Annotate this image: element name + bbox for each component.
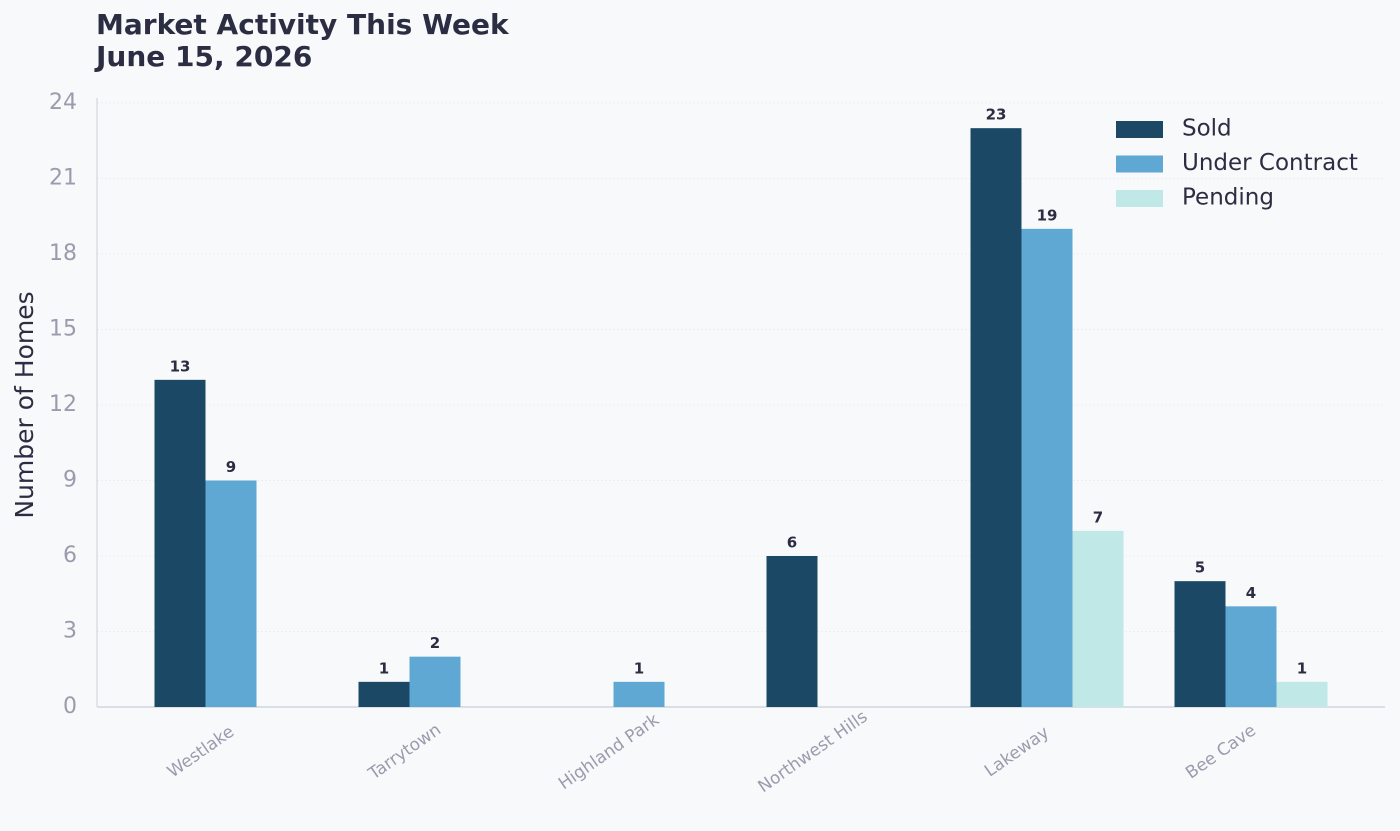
y-axis-label: Number of Homes [10, 291, 39, 518]
bar [613, 681, 665, 707]
bar [154, 379, 206, 707]
y-tick-label: 6 [63, 543, 77, 568]
bar [1174, 581, 1226, 707]
legend-swatch [1116, 155, 1163, 173]
data-label: 13 [170, 357, 191, 375]
legend-label: Pending [1182, 185, 1274, 211]
y-tick-label: 9 [63, 468, 77, 493]
y-tick-label: 0 [63, 694, 77, 719]
data-label: 19 [1037, 206, 1058, 224]
bar [1276, 681, 1328, 707]
chart-title: Market Activity This Week [96, 8, 510, 41]
bar [358, 681, 410, 707]
bar [970, 128, 1022, 707]
bar [409, 656, 461, 707]
y-tick-label: 15 [49, 317, 77, 342]
data-label: 1 [634, 659, 644, 677]
data-label: 7 [1093, 508, 1103, 526]
y-tick-label: 24 [49, 90, 77, 115]
legend-swatch [1116, 121, 1163, 138]
data-label: 6 [787, 534, 797, 552]
legend-label: Under Contract [1182, 150, 1358, 176]
y-tick-label: 21 [49, 166, 77, 191]
data-label: 1 [1297, 659, 1307, 677]
bar [766, 556, 818, 707]
bar [1072, 530, 1124, 707]
data-label: 1 [379, 659, 389, 677]
bar [1225, 606, 1277, 707]
legend-swatch [1116, 190, 1163, 207]
y-tick-label: 3 [63, 619, 77, 644]
bar [1021, 228, 1073, 708]
data-label: 23 [986, 106, 1007, 124]
legend-label: Sold [1182, 116, 1232, 142]
y-tick-label: 12 [49, 392, 77, 417]
data-label: 5 [1195, 559, 1205, 577]
data-label: 9 [226, 458, 236, 476]
data-label: 2 [430, 634, 440, 652]
y-tick-label: 18 [49, 241, 77, 266]
bar [205, 480, 257, 707]
chart-subtitle: June 15, 2026 [94, 40, 312, 73]
data-label: 4 [1246, 584, 1256, 602]
